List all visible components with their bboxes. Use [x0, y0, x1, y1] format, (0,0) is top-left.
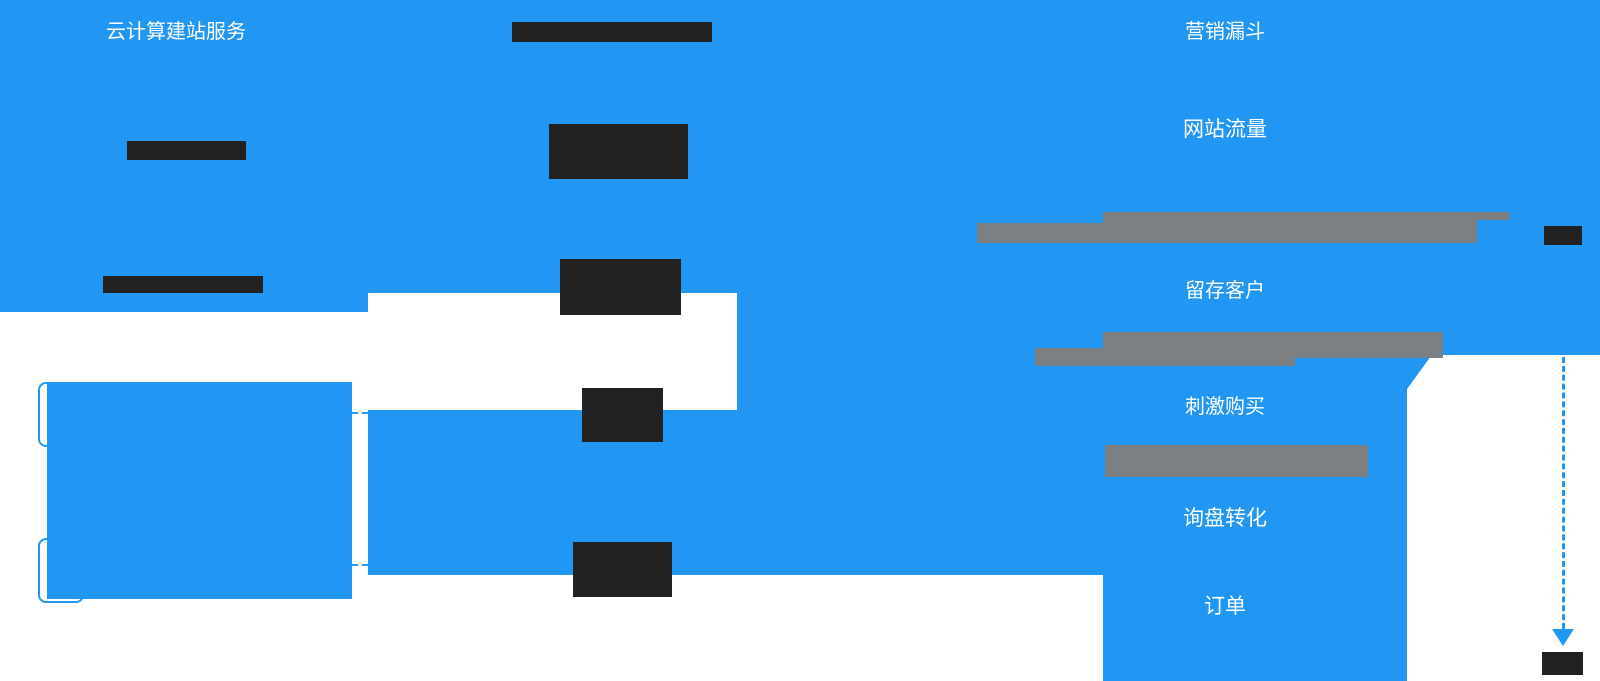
funnel-bar-traffic-segment-top [1103, 212, 1510, 220]
funnel-spout-icon [1405, 356, 1431, 392]
stage-label-traffic: 网站流量 [1183, 118, 1267, 141]
redacted-block-center-3 [582, 388, 663, 442]
redacted-block-bottom-right [1542, 652, 1583, 675]
funnel-bar-retention-segment-main [1103, 332, 1443, 358]
stage-label-inquiry: 询盘转化 [1183, 507, 1267, 530]
redacted-block-left-2 [103, 276, 263, 293]
stage-label-retention: 留存客户 [1185, 280, 1265, 302]
funnel-bar-traffic-segment-main [1103, 220, 1477, 243]
down-arrow-dashed-line [1562, 357, 1565, 629]
stage-label-purchase: 刺激购买 [1185, 396, 1265, 418]
region-top-right-blue [1407, 0, 1600, 355]
dashed-connector-top [352, 412, 368, 414]
page-title: 云计算建站服务 [106, 21, 246, 43]
down-arrow-head-icon [1552, 629, 1574, 646]
redacted-block-center-2 [560, 259, 681, 315]
left-feature-box [47, 382, 352, 599]
region-funnel-column-bottom [1103, 575, 1407, 681]
funnel-bar-purchase [1105, 445, 1368, 477]
region-center-blue [368, 410, 1103, 575]
redacted-block-center-4 [573, 542, 672, 597]
funnel-bar-traffic-segment-left [977, 223, 1103, 243]
redacted-block-left-1 [127, 141, 246, 160]
redacted-block-top-center [512, 22, 712, 42]
stage-label-order: 订单 [1204, 595, 1246, 618]
funnel-title: 营销漏斗 [1185, 21, 1265, 43]
dashed-connector-bottom [352, 564, 368, 566]
redacted-block-center-1 [549, 124, 688, 179]
funnel-bar-retention-segment-bottom [1103, 358, 1295, 366]
redacted-block-right-small [1544, 226, 1582, 245]
funnel-bar-retention-segment-left [1035, 348, 1103, 366]
